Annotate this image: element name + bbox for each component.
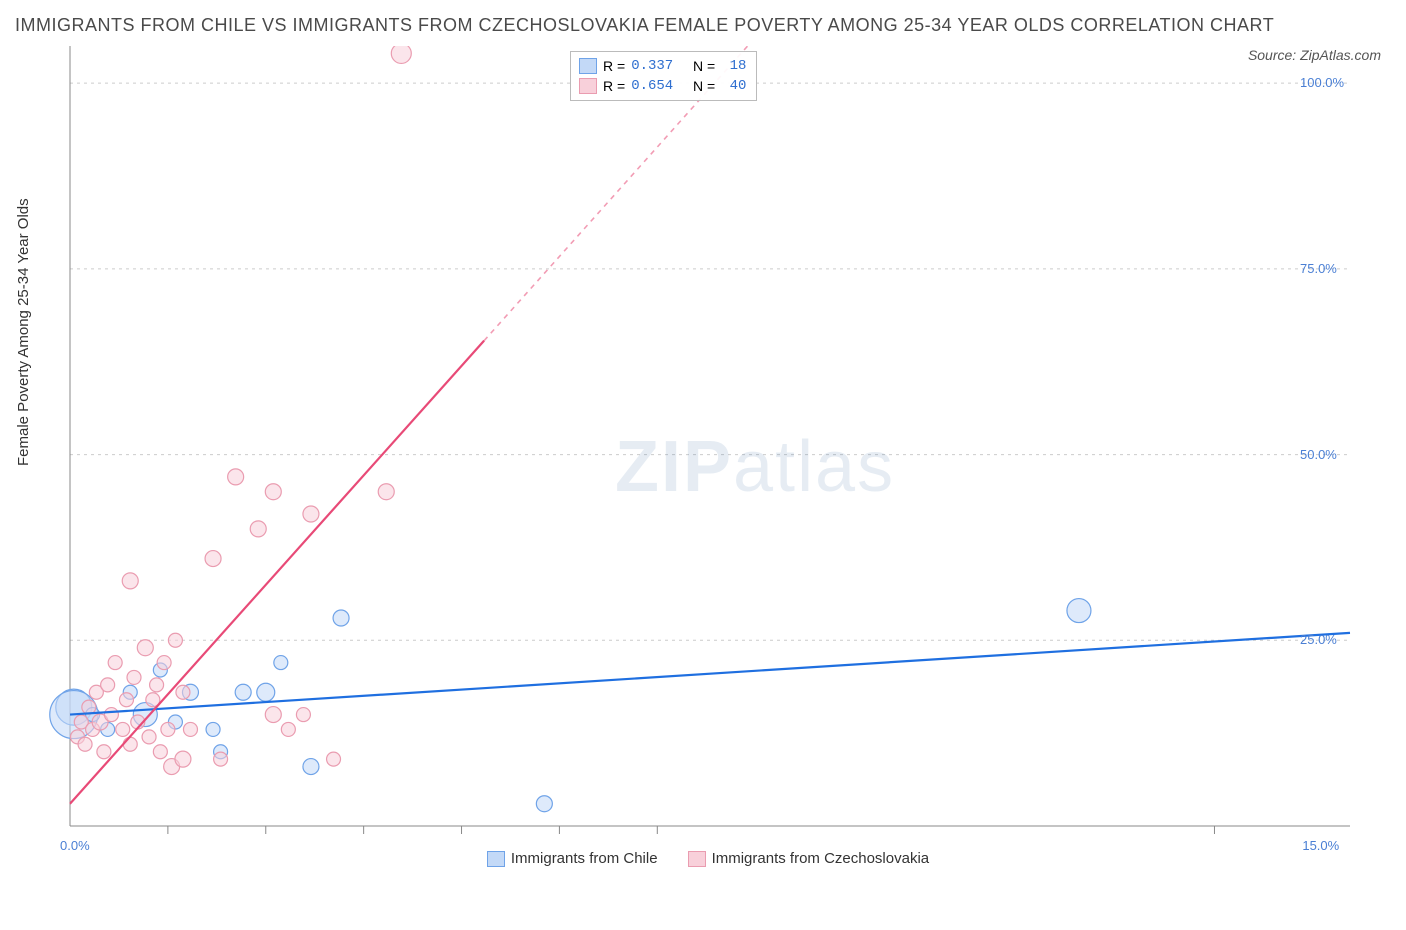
chart-area: Female Poverty Among 25-34 Year Olds ZIP… bbox=[15, 46, 1391, 846]
y-axis-label: Female Poverty Among 25-34 Year Olds bbox=[15, 198, 32, 466]
x-tick-label: 0.0% bbox=[60, 838, 90, 853]
y-tick-label: 75.0% bbox=[1300, 261, 1337, 276]
y-tick-label: 100.0% bbox=[1300, 75, 1344, 90]
series-legend-item: Immigrants from Chile bbox=[477, 850, 658, 867]
series-legend-item: Immigrants from Czechoslovakia bbox=[678, 850, 930, 867]
correlation-legend: R = 0.337 N = 18 R = 0.654 N = 40 bbox=[570, 51, 757, 101]
chart-title: IMMIGRANTS FROM CHILE VS IMMIGRANTS FROM… bbox=[15, 15, 1391, 36]
x-tick-label: 15.0% bbox=[1302, 838, 1339, 853]
legend-row: R = 0.654 N = 40 bbox=[579, 76, 746, 96]
series-legend: Immigrants from Chile Immigrants from Cze… bbox=[15, 850, 1391, 867]
y-tick-label: 50.0% bbox=[1300, 447, 1337, 462]
y-tick-label: 25.0% bbox=[1300, 632, 1337, 647]
scatter-plot bbox=[15, 46, 1391, 846]
legend-row: R = 0.337 N = 18 bbox=[579, 56, 746, 76]
